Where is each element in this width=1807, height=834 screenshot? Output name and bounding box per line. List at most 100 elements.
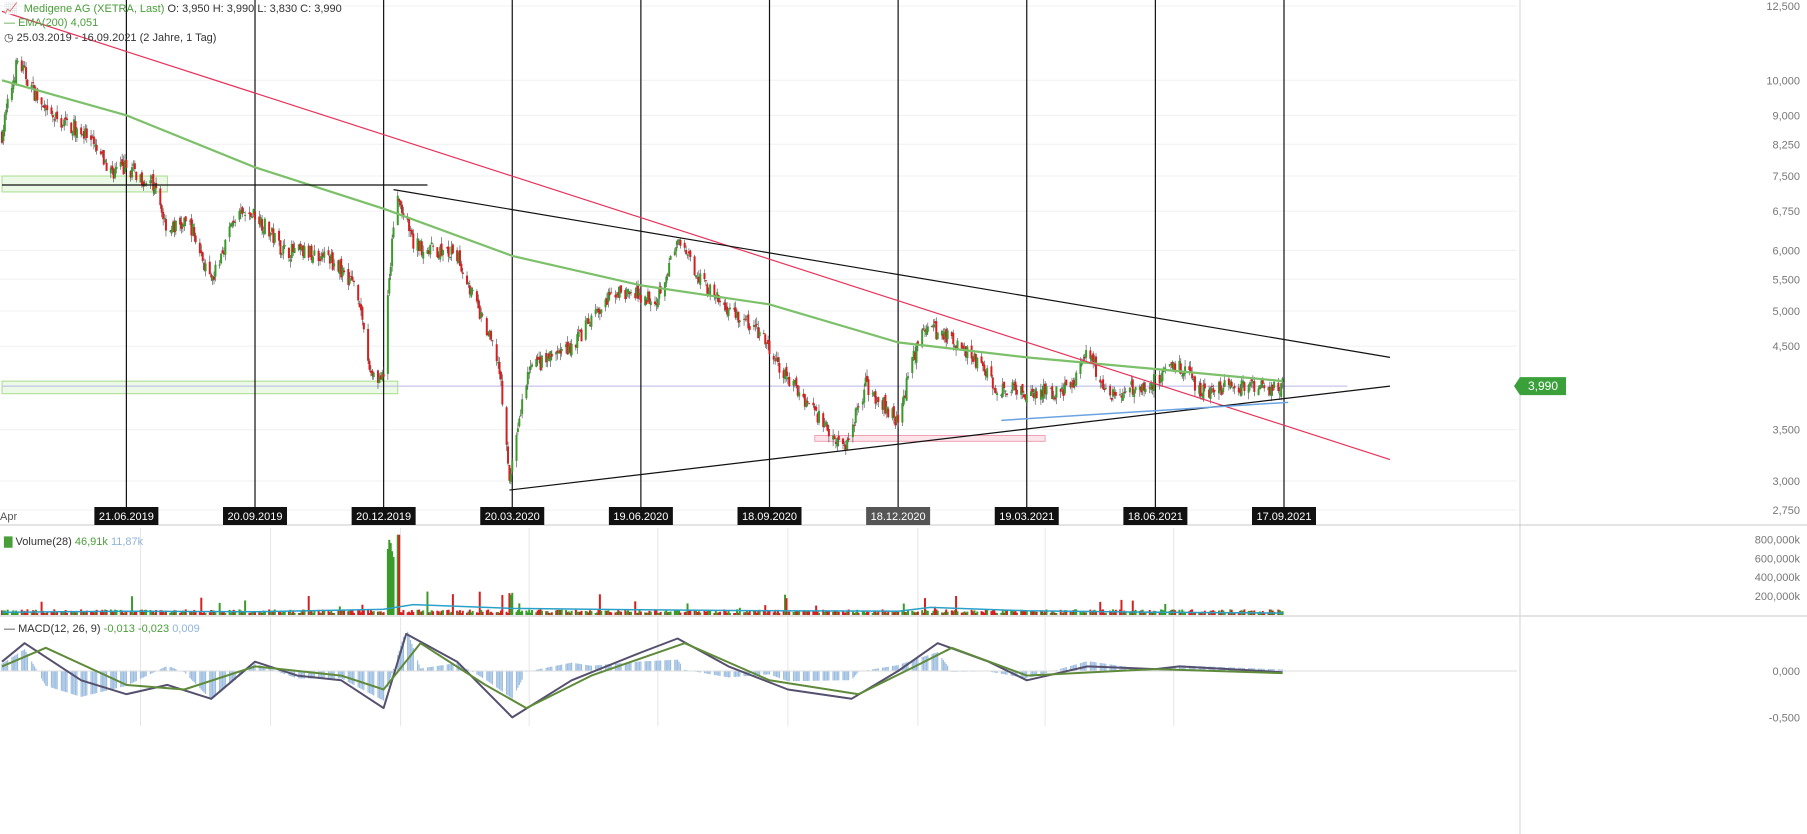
candle-down (142, 181, 145, 187)
candle-down (437, 254, 440, 259)
macd-histogram-bar (739, 671, 741, 677)
volume-bar (132, 612, 135, 615)
candle-up (170, 229, 173, 234)
volume-bar (259, 611, 262, 615)
volume-bar (986, 609, 989, 615)
date-marker-box (866, 507, 931, 525)
candle-down (221, 250, 224, 254)
volume-bar (723, 609, 726, 615)
macd-histogram-bar (466, 668, 468, 671)
candle-down (1035, 391, 1038, 399)
macd-histogram-bar (165, 666, 167, 671)
x-tick-label: 17.09.2021 (1256, 511, 1311, 523)
volume-bar (1110, 611, 1113, 615)
candle-up (320, 256, 323, 260)
macd-histogram-bar (402, 636, 405, 671)
macd-histogram-bar (1279, 669, 1281, 671)
volume-bar (60, 611, 63, 615)
macd-histogram-bar (264, 667, 266, 671)
volume-bar (299, 612, 302, 615)
candle-up (1034, 389, 1037, 399)
macd-histogram-bar (142, 671, 144, 678)
volume-bar (734, 612, 737, 615)
volume-bar (675, 610, 678, 615)
macd-histogram-bar (679, 663, 682, 671)
candle-up (389, 266, 392, 276)
volume-bar (208, 612, 211, 615)
candle-down (833, 436, 836, 439)
volume-bar (320, 612, 323, 615)
macd-histogram-bar (1040, 671, 1042, 675)
volume-bar (231, 610, 234, 615)
candle-up (174, 220, 177, 232)
candle-down (806, 401, 809, 403)
macd-histogram-bar (645, 661, 648, 671)
candle-down (1219, 381, 1222, 391)
volume-bar (429, 612, 432, 615)
volume-bar (328, 612, 331, 615)
volume-bar (36, 613, 39, 615)
macd-histogram-bar (200, 671, 202, 690)
volume-bar (74, 612, 77, 615)
volume-bar (360, 612, 363, 615)
candle-up (12, 80, 15, 90)
macd-histogram-bar (798, 671, 800, 682)
candle-down (367, 328, 370, 361)
macd-histogram-bar (848, 671, 850, 681)
volume-bar (1011, 610, 1014, 615)
period-legend: ◷ 25.03.2019 - 16.09.2021 (2 Jahre, 1 Ta… (4, 31, 216, 44)
y-tick-label: 7,500 (1772, 171, 1800, 183)
volume-bar (867, 611, 870, 615)
candle-down (1189, 367, 1192, 372)
volume-bar (125, 611, 128, 615)
volume-bar (458, 610, 461, 615)
candle-down (321, 253, 324, 257)
volume-bar (587, 612, 590, 615)
volume-bar (594, 612, 597, 615)
volume-bar (1164, 603, 1167, 615)
macd-histogram-bar (1272, 669, 1274, 671)
candle-down (498, 361, 501, 375)
volume-bar (1268, 609, 1271, 615)
candle-down (1032, 393, 1035, 398)
volume-bar (1, 610, 3, 615)
macd-histogram-bar (555, 665, 557, 671)
macd-histogram-bar (446, 664, 448, 671)
macd-histogram-bar (472, 671, 474, 673)
macd-histogram-bar (1055, 669, 1058, 671)
volume-bar (806, 611, 809, 615)
volume-bar (1042, 612, 1045, 615)
macd-histogram-bar (607, 664, 609, 671)
candle-down (634, 293, 637, 299)
candle-up (851, 424, 854, 438)
volume-bar (30, 612, 33, 615)
candle-up (576, 334, 579, 348)
candle-down (539, 356, 542, 370)
candle-up (646, 291, 649, 301)
macd-histogram-bar (644, 661, 646, 671)
candle-up (430, 242, 433, 245)
volume-bar (135, 611, 138, 615)
candle-down (614, 294, 617, 298)
macd-histogram-bar (1065, 667, 1067, 671)
candle-down (764, 334, 767, 345)
macd-histogram-bar (460, 665, 462, 671)
candle-down (351, 276, 354, 281)
volume-bar (952, 611, 955, 615)
volume-bar (1020, 609, 1023, 615)
volume-bar (637, 612, 640, 615)
volume-bar (307, 596, 310, 615)
candle-down (964, 346, 967, 358)
candle-up (1229, 381, 1232, 389)
macd-histogram-bar (767, 671, 769, 675)
volume-bar (816, 611, 819, 615)
volume-bar (497, 612, 500, 615)
macd-histogram-bar (934, 653, 936, 671)
candle-down (399, 200, 402, 206)
macd-histogram-bar (60, 671, 62, 691)
macd-histogram-bar (797, 671, 799, 682)
macd-histogram-bar (609, 664, 611, 671)
macd-histogram-bar (310, 671, 313, 679)
candle-up (1240, 380, 1243, 396)
